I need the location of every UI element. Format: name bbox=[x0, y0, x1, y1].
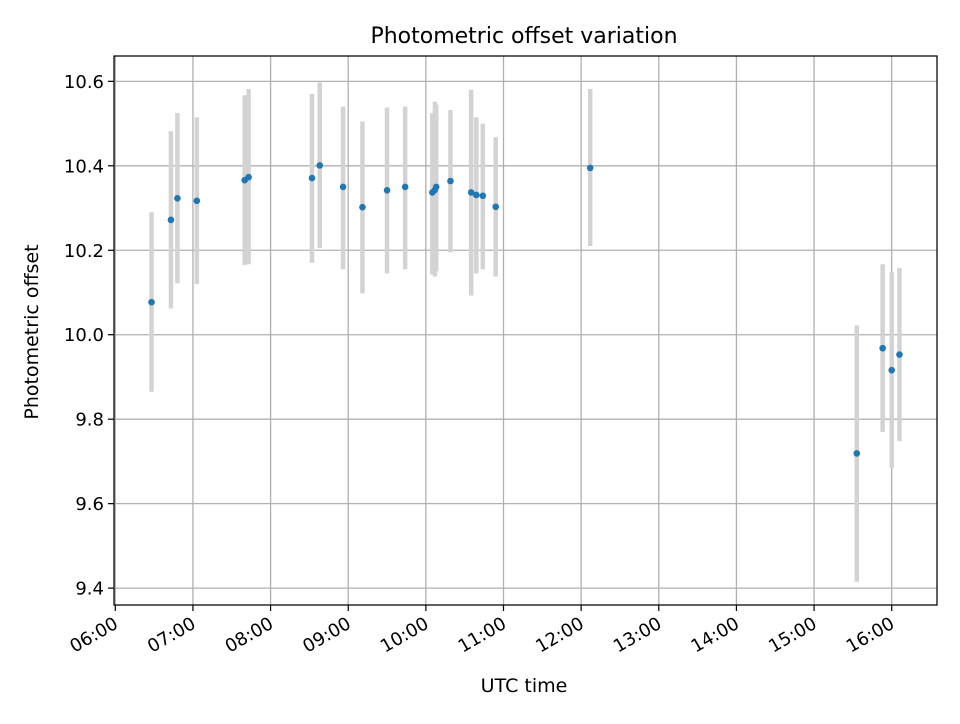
data-point bbox=[383, 186, 391, 194]
point-layer bbox=[148, 162, 903, 457]
data-point bbox=[473, 191, 480, 199]
y-tick-label: 10.2 bbox=[64, 241, 104, 262]
data-point bbox=[339, 183, 347, 191]
data-point bbox=[888, 366, 896, 374]
data-point bbox=[467, 189, 475, 196]
data-point bbox=[193, 197, 201, 205]
y-tick-label: 10.4 bbox=[64, 156, 104, 177]
data-point bbox=[148, 298, 155, 306]
data-point bbox=[492, 203, 500, 211]
x-axis-label: UTC time bbox=[481, 675, 568, 697]
y-tick-label: 10.6 bbox=[64, 72, 104, 93]
data-point bbox=[879, 344, 886, 352]
y-tick-label: 10.0 bbox=[64, 325, 104, 346]
y-axis-label: Photometric offset bbox=[21, 244, 43, 419]
y-tick-label: 9.6 bbox=[75, 494, 104, 515]
data-point bbox=[167, 216, 175, 224]
data-point bbox=[896, 351, 903, 358]
data-point bbox=[853, 450, 861, 457]
y-tick-label: 9.4 bbox=[75, 579, 104, 600]
plot-frame bbox=[113, 55, 938, 606]
data-point bbox=[432, 183, 440, 191]
data-point bbox=[359, 203, 366, 211]
data-point bbox=[447, 177, 454, 185]
y-tick-label: 9.8 bbox=[75, 410, 104, 431]
data-point bbox=[308, 174, 316, 182]
data-point bbox=[401, 183, 409, 191]
data-point bbox=[174, 195, 181, 202]
chart-title: Photometric offset variation bbox=[370, 24, 677, 49]
data-point bbox=[316, 162, 324, 169]
data-point bbox=[245, 173, 252, 181]
grid-layer bbox=[114, 56, 937, 605]
data-point bbox=[586, 164, 594, 172]
data-point bbox=[479, 192, 487, 200]
